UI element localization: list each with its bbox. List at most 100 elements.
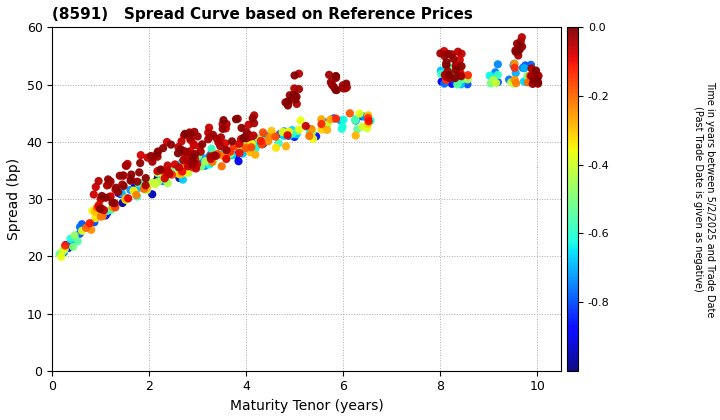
Point: [521, 73, 533, 79]
Point: [190, 165, 202, 172]
Point: [173, 144, 184, 150]
Point: [222, 151, 234, 158]
Point: [257, 129, 269, 136]
Point: [135, 152, 147, 158]
Point: [248, 120, 260, 126]
Point: [288, 92, 300, 98]
Point: [150, 177, 162, 184]
Point: [221, 154, 233, 160]
Point: [140, 175, 151, 181]
Point: [133, 184, 145, 191]
Point: [444, 75, 455, 81]
Point: [192, 161, 203, 168]
Point: [174, 171, 185, 178]
Point: [243, 131, 254, 138]
Point: [509, 76, 521, 83]
Point: [510, 48, 521, 55]
Point: [108, 203, 120, 210]
Point: [68, 244, 79, 250]
X-axis label: Maturity Tenor (years): Maturity Tenor (years): [230, 399, 384, 413]
Point: [508, 80, 520, 87]
Point: [54, 251, 66, 257]
Point: [102, 182, 113, 189]
Text: (8591)   Spread Curve based on Reference Prices: (8591) Spread Curve based on Reference P…: [53, 7, 473, 22]
Point: [451, 64, 463, 71]
Point: [128, 187, 140, 194]
Point: [105, 193, 117, 200]
Point: [442, 68, 454, 75]
Point: [293, 70, 305, 77]
Point: [182, 163, 194, 170]
Point: [450, 62, 462, 69]
Point: [243, 121, 254, 128]
Point: [441, 62, 452, 68]
Point: [448, 55, 459, 62]
Point: [192, 133, 204, 140]
Point: [438, 80, 450, 87]
Point: [259, 132, 271, 139]
Point: [157, 167, 168, 174]
Point: [109, 200, 120, 207]
Point: [204, 160, 216, 167]
Point: [327, 81, 338, 88]
Point: [207, 152, 219, 158]
Point: [505, 79, 517, 86]
Point: [508, 60, 520, 67]
Point: [138, 186, 150, 192]
Point: [135, 180, 146, 186]
Point: [283, 129, 294, 135]
Point: [522, 79, 534, 86]
Point: [199, 163, 211, 169]
Point: [217, 117, 229, 123]
Point: [338, 116, 349, 123]
Point: [246, 144, 257, 150]
Point: [446, 51, 458, 58]
Point: [172, 150, 184, 157]
Point: [221, 121, 233, 127]
Point: [189, 156, 201, 163]
Point: [89, 208, 101, 215]
Point: [118, 183, 130, 189]
Point: [452, 48, 464, 55]
Point: [100, 194, 112, 201]
Point: [289, 96, 301, 103]
Point: [305, 126, 316, 133]
Point: [304, 133, 315, 139]
Point: [179, 132, 190, 139]
Point: [158, 171, 169, 178]
Point: [527, 73, 539, 80]
Point: [337, 123, 348, 130]
Point: [105, 178, 117, 185]
Point: [280, 143, 292, 150]
Point: [174, 166, 185, 173]
Point: [184, 163, 195, 170]
Point: [456, 50, 467, 57]
Point: [266, 128, 277, 134]
Point: [226, 138, 238, 145]
Point: [251, 143, 262, 150]
Point: [248, 112, 260, 119]
Point: [94, 205, 106, 212]
Point: [279, 99, 291, 106]
Point: [188, 141, 199, 147]
Point: [359, 113, 370, 120]
Point: [186, 158, 197, 165]
Point: [125, 186, 136, 193]
Point: [225, 148, 236, 155]
Point: [454, 70, 466, 77]
Point: [122, 160, 133, 167]
Point: [182, 149, 194, 156]
Point: [282, 100, 294, 107]
Point: [278, 132, 289, 139]
Point: [178, 157, 189, 163]
Point: [338, 85, 349, 92]
Point: [335, 117, 346, 124]
Point: [140, 180, 152, 187]
Point: [219, 150, 230, 157]
Point: [112, 190, 124, 197]
Point: [148, 154, 159, 160]
Point: [182, 158, 194, 164]
Point: [158, 145, 169, 152]
Point: [109, 204, 121, 211]
Point: [188, 158, 199, 165]
